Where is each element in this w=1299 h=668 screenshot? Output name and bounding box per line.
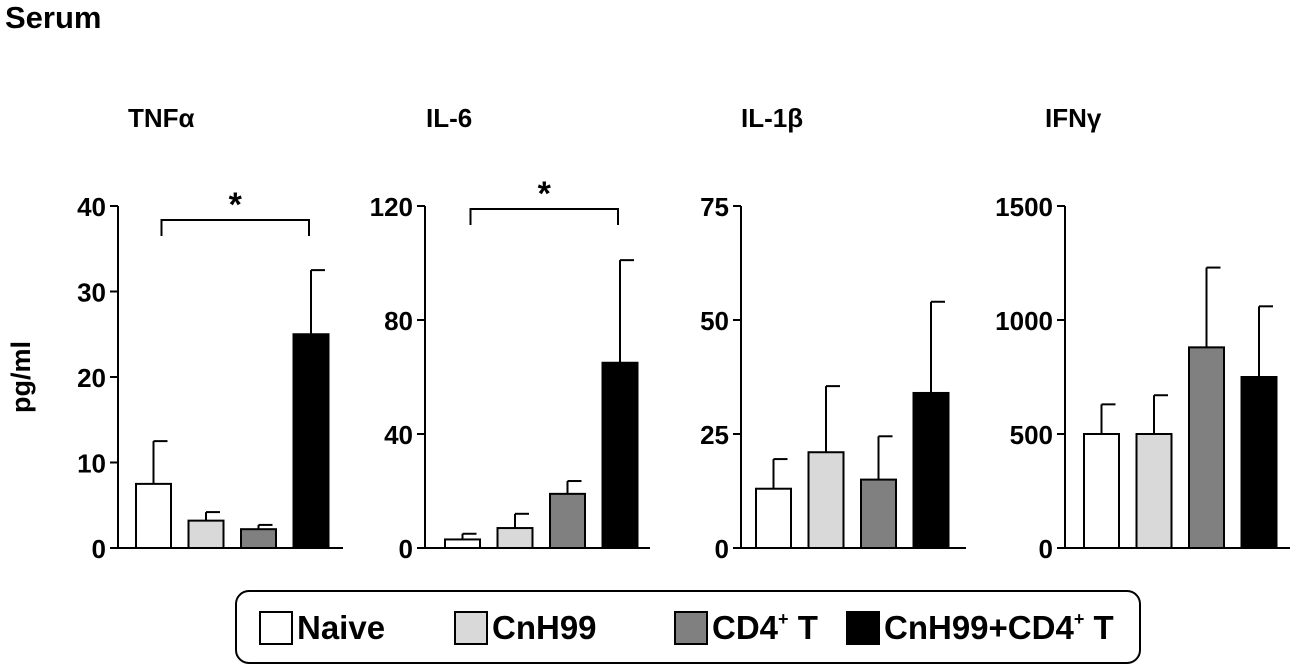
legend-item: CnH99+CD4+ T <box>846 608 1114 648</box>
legend-swatch <box>259 611 293 645</box>
bar-cnh99-cd4-t <box>292 333 330 549</box>
legend-item: CnH99 <box>454 608 597 648</box>
panel-title: IFNγ <box>1045 103 1102 133</box>
y-tick-label: 0 <box>399 534 413 564</box>
y-tick-label: 0 <box>715 534 729 564</box>
bar-cnh99 <box>1135 433 1173 549</box>
y-tick-label: 30 <box>77 278 106 308</box>
bar-naive <box>444 538 481 550</box>
y-tick-label: 20 <box>77 363 106 393</box>
significance-bracket <box>469 208 619 225</box>
bar-cd4-t <box>549 492 586 550</box>
y-tick-label: 500 <box>1010 420 1053 450</box>
chart-figure: TNFα 0 10 20 30 40 pg/ml * IL-6 0 40 80 120 * IL-1β 0 25… <box>6 103 1290 564</box>
legend-swatch <box>454 611 488 645</box>
y-tick-label: 1000 <box>995 306 1053 336</box>
panel-title: IL-6 <box>426 103 472 133</box>
significance-marker: * <box>538 175 552 213</box>
page-title: Serum <box>5 0 102 35</box>
legend: Naive CnH99 CD4+ T CnH99+CD4+ T <box>235 590 1141 664</box>
y-tick-label: 0 <box>92 534 106 564</box>
legend-item: Naive <box>259 608 385 648</box>
y-tick-label: 40 <box>384 420 413 450</box>
significance-marker: * <box>229 186 243 224</box>
y-tick-label: 120 <box>370 192 413 222</box>
bar-cd4-t <box>1188 346 1225 549</box>
bar-cd4-t <box>240 528 277 550</box>
y-tick-label: 80 <box>384 306 413 336</box>
bar-cnh99-cd4-t <box>912 391 950 549</box>
legend-item: CD4+ T <box>674 608 818 648</box>
bar-cnh99 <box>496 527 534 549</box>
bar-naive <box>1083 433 1120 549</box>
legend-swatch <box>846 611 880 645</box>
bar-naive <box>135 482 172 549</box>
legend-swatch <box>674 611 708 645</box>
y-tick-label: 50 <box>700 306 729 336</box>
y-tick-label: 40 <box>77 192 106 222</box>
panel-title: IL-1β <box>741 103 803 133</box>
bar-naive <box>755 487 792 549</box>
y-tick-label: 0 <box>1039 534 1053 564</box>
y-tick-label: 10 <box>77 449 106 479</box>
legend-label: CnH99+CD4+ T <box>884 609 1114 646</box>
y-axis-label: pg/ml <box>6 341 36 413</box>
y-tick-label: 1500 <box>995 192 1053 222</box>
bar-cnh99-cd4-t <box>601 361 639 549</box>
bar-cnh99 <box>807 451 845 549</box>
bar-cnh99-cd4-t <box>1240 376 1278 549</box>
legend-label: CD4+ T <box>712 609 818 646</box>
bar-cd4-t <box>860 478 897 550</box>
panel-title: TNFα <box>128 103 195 133</box>
bar-cnh99 <box>187 519 225 550</box>
legend-label: CnH99 <box>492 609 597 646</box>
legend-label: Naive <box>297 609 386 646</box>
significance-bracket <box>160 219 310 236</box>
y-tick-label: 25 <box>700 420 729 450</box>
y-tick-label: 75 <box>700 192 729 222</box>
